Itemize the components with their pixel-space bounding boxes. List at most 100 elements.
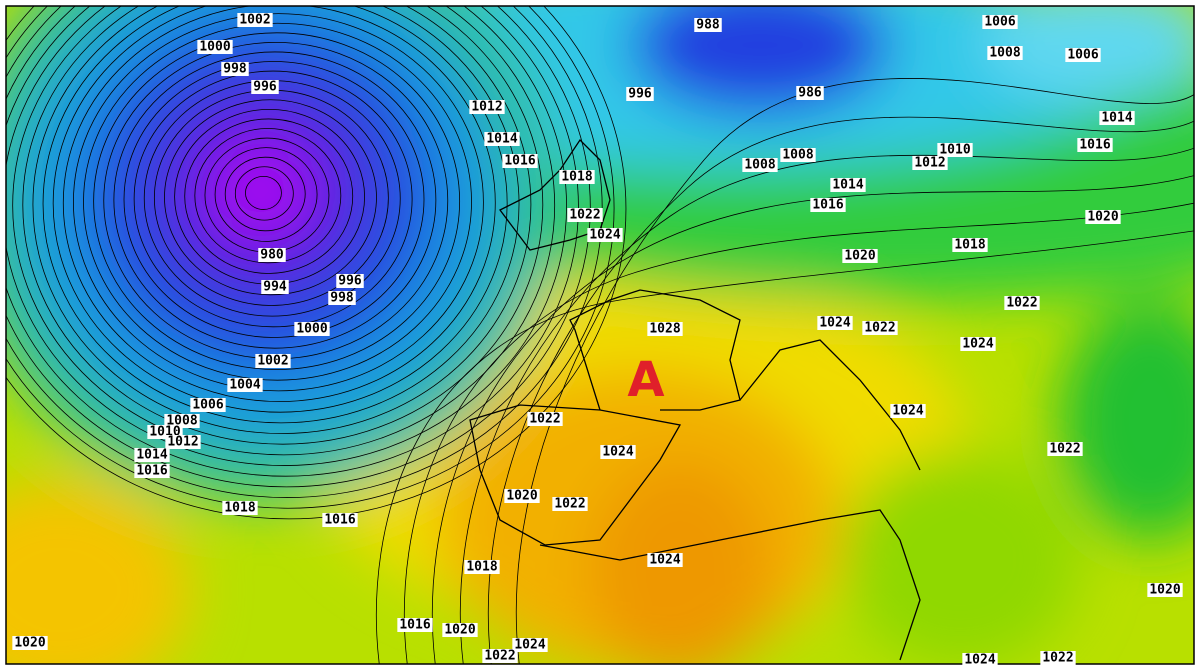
isobar-label: 1024 <box>589 228 620 243</box>
label-box <box>587 228 623 242</box>
isobar-label: 1010 <box>939 143 970 158</box>
isobar-label: 1012 <box>471 100 502 115</box>
label-box <box>397 618 433 632</box>
label-box <box>134 464 170 478</box>
isobar-label: 996 <box>338 274 362 289</box>
isobar-label: 1020 <box>506 489 537 504</box>
isobar-label: 1006 <box>192 398 223 413</box>
isobar-label: 1024 <box>819 316 850 331</box>
isobar-label: 1006 <box>984 15 1015 30</box>
isobar-label: 1024 <box>964 653 995 668</box>
isobar-label: 1020 <box>844 249 875 264</box>
isobar-label: 996 <box>253 80 277 95</box>
label-box <box>552 497 588 511</box>
label-box <box>512 638 548 652</box>
label-box <box>810 198 846 212</box>
isobar <box>164 99 377 296</box>
isobar-label: 1008 <box>989 46 1020 61</box>
isobar-label: 1022 <box>569 208 600 223</box>
isobar <box>93 32 461 370</box>
isobar <box>431 175 1194 664</box>
isobar-label: 1016 <box>324 513 355 528</box>
isobar-label: 1016 <box>1079 138 1110 153</box>
isobar-label: 980 <box>260 248 284 263</box>
isobar-label: 1012 <box>167 435 198 450</box>
label-box <box>1004 296 1040 310</box>
isobar-label: 1024 <box>892 404 923 419</box>
isobar <box>62 6 496 402</box>
label-box <box>469 100 505 114</box>
isobar-label: 1022 <box>1006 296 1037 311</box>
isobar-label: 1014 <box>486 132 517 147</box>
isobar-label: 1012 <box>914 156 945 171</box>
label-box <box>830 178 866 192</box>
label-box <box>694 18 722 32</box>
isobar-label: 1028 <box>649 322 680 337</box>
isobar <box>52 6 508 413</box>
isobar-label: 1022 <box>484 649 515 664</box>
isobar-label: 1024 <box>962 337 993 352</box>
isobar-labels: 1002100099899610121014101610181022102498… <box>12 13 1183 668</box>
isobar <box>12 6 555 456</box>
isobar <box>6 6 603 498</box>
isobar <box>6 6 615 509</box>
isobar <box>224 156 306 232</box>
isobar <box>245 175 282 210</box>
isobar-label: 1024 <box>649 553 680 568</box>
label-box <box>527 412 563 426</box>
label-box <box>482 649 518 663</box>
isobar-label: 1020 <box>1087 210 1118 225</box>
label-box <box>227 378 263 392</box>
isobar-label: 1018 <box>224 501 255 516</box>
isobar <box>6 6 627 520</box>
isobar-label: 1018 <box>954 238 985 253</box>
label-box <box>780 148 816 162</box>
label-box <box>937 143 973 157</box>
label-box <box>484 132 520 146</box>
isobar-label: 1024 <box>602 445 633 460</box>
label-box <box>328 291 356 305</box>
isobar <box>123 61 425 338</box>
label-box <box>442 623 478 637</box>
isobar-label: 1018 <box>561 170 592 185</box>
isobar <box>6 6 567 466</box>
label-box <box>251 80 279 94</box>
label-box <box>322 513 358 527</box>
isobar <box>22 6 544 445</box>
label-box <box>962 653 998 667</box>
label-box <box>12 636 48 650</box>
isobar-label: 1022 <box>1049 442 1080 457</box>
isobar <box>83 22 472 381</box>
isobar <box>42 6 520 424</box>
label-box <box>190 398 226 412</box>
label-box <box>164 414 200 428</box>
isobar-label: 1008 <box>744 158 775 173</box>
label-box <box>862 321 898 335</box>
label-box <box>567 208 603 222</box>
isobar-label: 1024 <box>514 638 545 653</box>
isobar-label: 1016 <box>136 464 167 479</box>
label-box <box>982 15 1018 29</box>
isobar <box>6 6 579 477</box>
label-box <box>1147 583 1183 597</box>
label-box <box>796 86 824 100</box>
label-box <box>464 560 500 574</box>
isobar <box>375 230 1194 664</box>
isobar <box>194 128 342 264</box>
isobar-label: 1020 <box>1149 583 1180 598</box>
label-box <box>221 62 249 76</box>
label-box <box>1047 442 1083 456</box>
label-box <box>1065 48 1101 62</box>
label-box <box>165 435 201 449</box>
label-box <box>134 448 170 462</box>
label-box <box>960 337 996 351</box>
isobar-label: 1014 <box>1101 111 1132 126</box>
label-box <box>197 40 233 54</box>
label-box <box>952 238 988 252</box>
label-box <box>742 158 778 172</box>
coastlines <box>469 138 921 661</box>
isobar-label: 996 <box>628 87 652 102</box>
isobar-label: 1016 <box>812 198 843 213</box>
